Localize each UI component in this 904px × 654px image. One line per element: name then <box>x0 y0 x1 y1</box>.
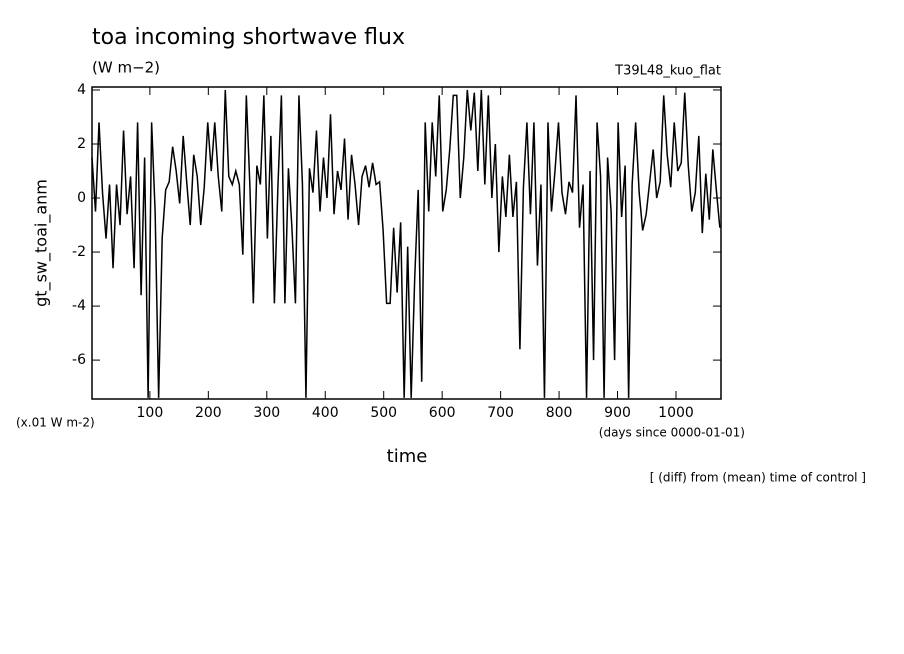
x-tick-label: 100 <box>137 405 164 421</box>
x-tick-label: 400 <box>312 405 339 421</box>
x-tick-label: 500 <box>370 405 397 421</box>
y-tick-label: -2 <box>72 244 86 260</box>
plot-frame <box>91 86 722 400</box>
x-axis-unit: (days since 0000-01-01) <box>599 426 745 440</box>
y-tick-label: -4 <box>72 298 86 314</box>
y-tick-label: 2 <box>77 136 86 152</box>
x-tick-label: 800 <box>546 405 573 421</box>
chart-subtitle: (W m−2) <box>92 59 160 77</box>
y-tick-label: 0 <box>77 190 86 206</box>
y-axis-label: gt_sw_toai_anm <box>32 179 52 307</box>
x-tick-label: 300 <box>253 405 280 421</box>
x-tick-label: 1000 <box>658 405 694 421</box>
x-tick-label: 200 <box>195 405 222 421</box>
x-tick-label: 600 <box>429 405 456 421</box>
x-tick-label: 700 <box>487 405 514 421</box>
x-tick-label: 900 <box>604 405 631 421</box>
chart-title: toa incoming shortwave flux <box>92 25 405 50</box>
footnote: [ (diff) from (mean) time of control ] <box>650 471 866 485</box>
y-axis-unit: (x.01 W m-2) <box>16 416 95 430</box>
annotation: T39L48_kuo_flat <box>614 64 721 79</box>
y-tick-label: -6 <box>72 352 86 368</box>
y-tick-label: 4 <box>77 82 86 98</box>
data-line <box>91 89 721 398</box>
x-axis-label: time <box>387 446 428 467</box>
